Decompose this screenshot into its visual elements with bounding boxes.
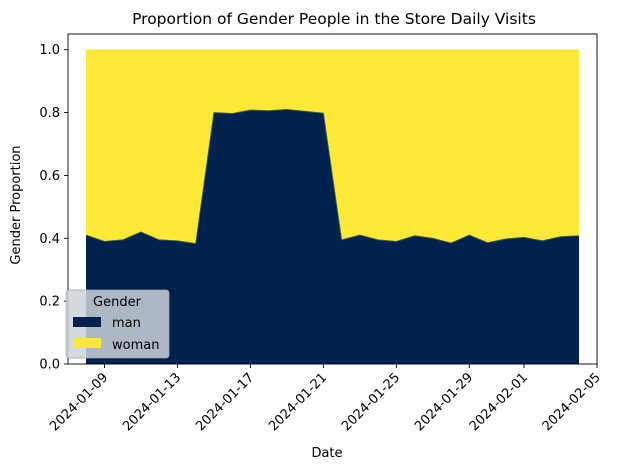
y-tick-label: 0.8: [39, 106, 60, 121]
y-tick-label: 0.0: [39, 358, 60, 373]
x-axis-title: Date: [311, 446, 342, 461]
x-tick-label: 2024-01-25: [339, 370, 403, 434]
y-axis-title: Gender Proportion: [9, 145, 24, 264]
plot-frame: [67, 33, 598, 365]
series-line-man: [86, 108, 579, 245]
y-tick-label: 0.4: [39, 232, 60, 247]
legend-label-man: man: [112, 316, 141, 331]
y-tick-label: 1.0: [39, 43, 60, 58]
legend-swatch-man: [73, 317, 101, 327]
y-tick-label: 0.2: [39, 295, 60, 310]
x-tick-label: 2024-01-13: [120, 370, 184, 434]
x-tick-label: 2024-02-05: [540, 370, 604, 434]
legend-swatch-woman: [73, 338, 101, 348]
chart-title: Proportion of Gender People in the Store…: [132, 10, 536, 28]
legend-label-woman: woman: [112, 338, 159, 353]
y-tick-label: 0.6: [39, 169, 60, 184]
legend-title: Gender: [93, 295, 142, 310]
legend: Gender man woman: [65, 289, 170, 359]
x-tick-label: 2024-02-01: [467, 370, 531, 434]
x-tick-label: 2024-01-09: [47, 370, 111, 434]
x-tick-label: 2024-01-21: [266, 370, 330, 434]
x-tick-label: 2024-01-17: [193, 370, 257, 434]
